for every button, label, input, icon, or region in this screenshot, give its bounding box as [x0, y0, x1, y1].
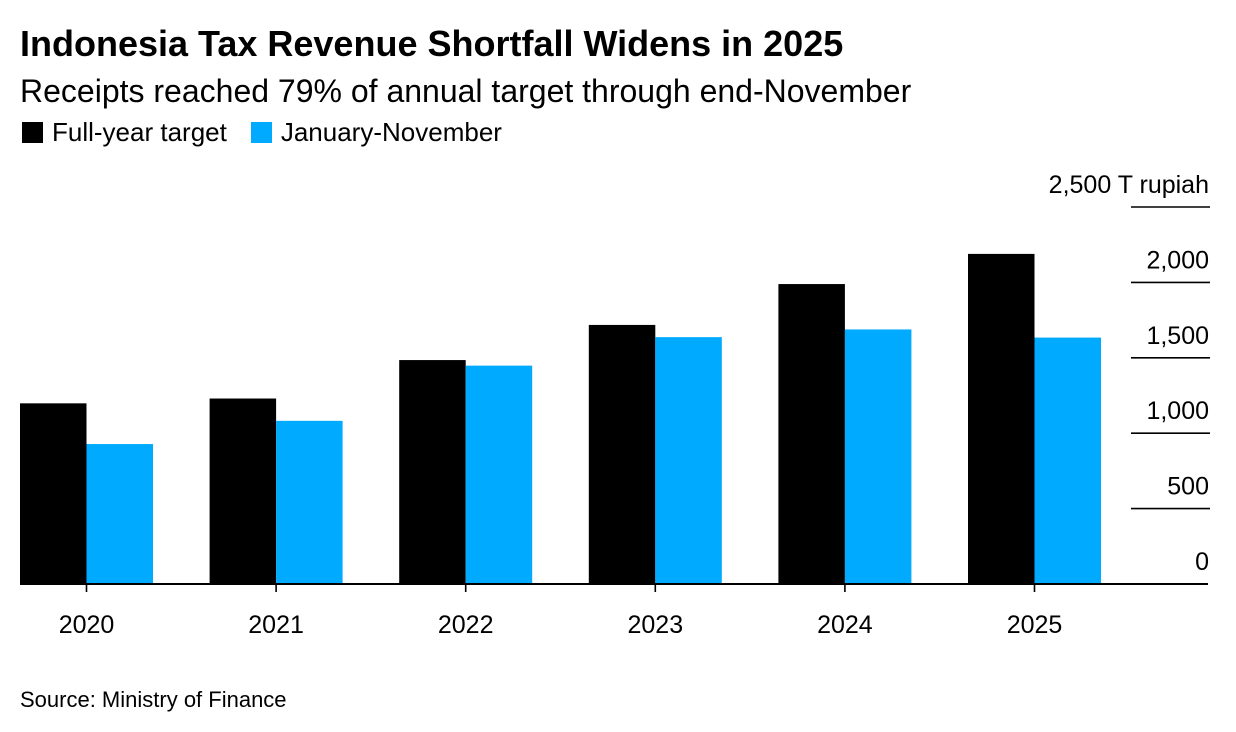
x-tick-label-2023: 2023: [627, 611, 683, 639]
bar-actual-2025: [1034, 337, 1101, 584]
y-tick-label-0: 0: [1195, 548, 1209, 576]
y-tick-label-1500: 1,500: [1146, 322, 1209, 350]
bar-target-2024: [778, 284, 845, 584]
bar-actual-2024: [844, 329, 912, 584]
legend-swatch-actual: [250, 121, 272, 143]
x-tick-label-2025: 2025: [1007, 611, 1063, 639]
bar-target-2020: [20, 403, 87, 584]
bar-actual-2020: [86, 444, 153, 584]
bar-actual-2023: [655, 337, 722, 584]
bar-target-2023: [588, 324, 656, 584]
y-tick-label-2500: 2,500 T rupiah: [1049, 171, 1209, 199]
source-note: Source: Ministry of Finance: [20, 687, 287, 712]
y-tick-label-2000: 2,000: [1146, 246, 1209, 274]
y-tick-label-1000: 1,000: [1146, 397, 1209, 425]
bar-chart: 0 500 1,000 1,500 2,000 2,500 T rupiah 2020 202…: [20, 171, 1210, 639]
x-tick-label-2021: 2021: [248, 611, 304, 639]
legend: Full-year target January-November: [22, 116, 526, 148]
legend-item-target: Full-year target: [22, 116, 227, 148]
bar-target-2025: [968, 253, 1035, 584]
chart-subtitle: Receipts reached 79% of annual target th…: [20, 73, 912, 109]
legend-item-actual: January-November: [250, 116, 502, 148]
legend-label-actual: January-November: [280, 117, 502, 147]
y-tick-label-500: 500: [1167, 473, 1209, 501]
bar-target-2022: [399, 360, 466, 584]
bar-actual-2022: [465, 365, 533, 584]
bar-actual-2021: [276, 420, 343, 584]
legend-swatch-target: [22, 121, 43, 143]
x-tick-label-2022: 2022: [438, 611, 494, 639]
chart-title: Indonesia Tax Revenue Shortfall Widens i…: [20, 23, 844, 64]
bar-target-2021: [209, 398, 277, 584]
legend-label-target: Full-year target: [52, 117, 227, 147]
x-tick-label-2024: 2024: [817, 611, 873, 639]
x-tick-label-2020: 2020: [59, 611, 115, 639]
